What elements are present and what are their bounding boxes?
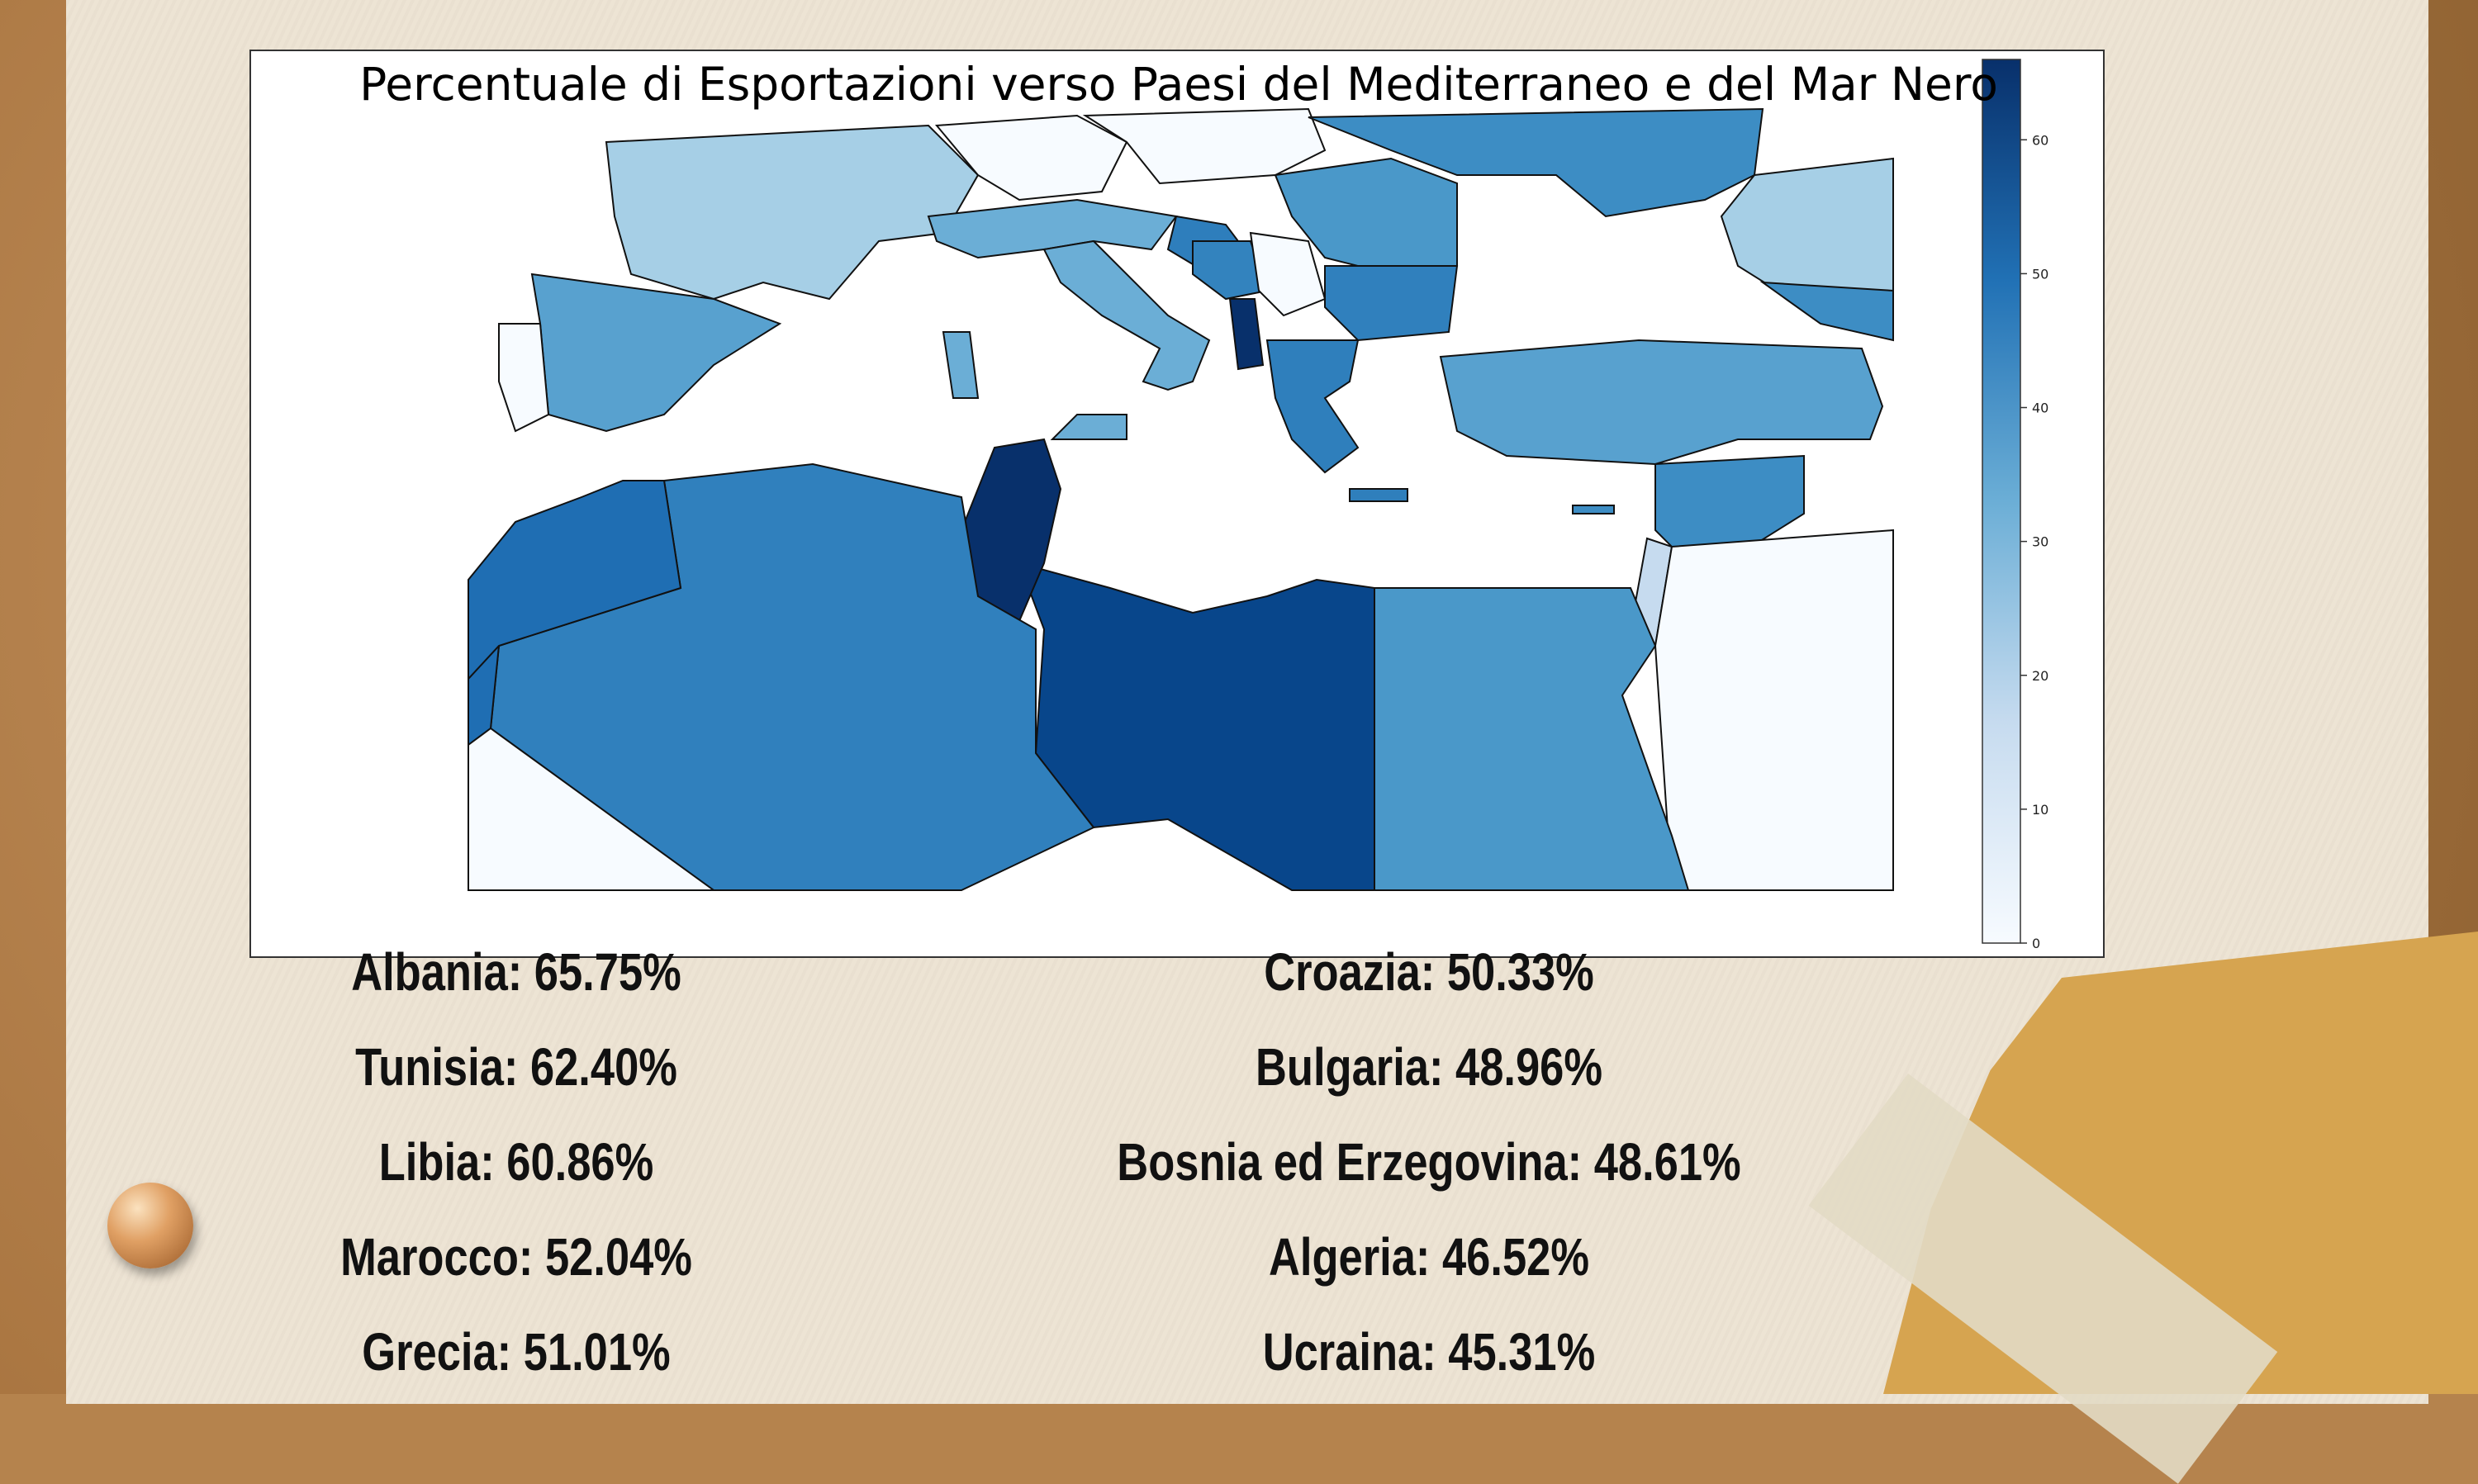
colorbar-tick-label: 50 — [2032, 266, 2048, 282]
region-sicily — [1050, 414, 1127, 440]
stat-grecia: Grecia: 51.01% — [362, 1322, 671, 1382]
stat-bulgaria: Bulgaria: 48.96% — [1255, 1037, 1603, 1097]
colorbar-tick-label: 40 — [2032, 401, 2048, 416]
region-portugal — [498, 323, 550, 433]
region-italy — [1042, 239, 1211, 391]
region-bosnia — [1192, 240, 1269, 301]
region-france — [605, 124, 980, 301]
region-germany — [934, 114, 1128, 202]
region-arabia — [1654, 529, 1894, 891]
map-figure: 0 10 20 30 40 50 60 Percentuale di Esportazion… — [249, 50, 2105, 958]
region-sardinia — [942, 331, 980, 399]
colorbar-tick-label: 60 — [2032, 132, 2048, 148]
colorbar-tick-label: 10 — [2032, 802, 2048, 818]
stat-bosnia: Bosnia ed Erzegovina: 48.61% — [1117, 1132, 1741, 1192]
region-sahel — [468, 727, 717, 891]
region-albania — [1228, 298, 1265, 371]
region-turkey — [1439, 339, 1884, 466]
region-bulgaria — [1324, 265, 1459, 342]
colorbar-ticks: 0 10 20 30 40 50 60 — [2020, 132, 2048, 951]
stat-albania: Albania: 65.75% — [351, 942, 681, 1002]
region-crete — [1349, 488, 1408, 502]
colorbar-tick-label: 0 — [2032, 936, 2040, 951]
map-title: Percentuale di Esportazioni verso Paesi … — [359, 58, 1998, 111]
region-serbia — [1249, 231, 1327, 317]
region-greece — [1265, 339, 1360, 474]
region-egypt — [1374, 587, 1690, 891]
colorbar-tick-label: 30 — [2032, 534, 2048, 550]
pushpin-icon — [107, 1183, 193, 1268]
region-georgia — [1759, 281, 1894, 342]
stat-ucraina: Ucraina: 45.31% — [1262, 1322, 1596, 1382]
region-morocco — [468, 480, 682, 681]
stat-tunisia: Tunisia: 62.40% — [355, 1037, 677, 1097]
region-ukraine — [1308, 107, 1764, 218]
stat-libia: Libia: 60.86% — [378, 1132, 654, 1192]
colorbar-tick-label: 20 — [2032, 668, 2048, 684]
region-cyprus — [1572, 505, 1615, 514]
stat-croazia: Croazia: 50.33% — [1264, 942, 1594, 1002]
stat-marocco: Marocco: 52.04% — [340, 1227, 692, 1287]
stat-algeria: Algeria: 46.52% — [1269, 1227, 1589, 1287]
choropleth-map: 0 10 20 30 40 50 60 — [468, 59, 2048, 951]
colorbar — [1982, 59, 2021, 944]
